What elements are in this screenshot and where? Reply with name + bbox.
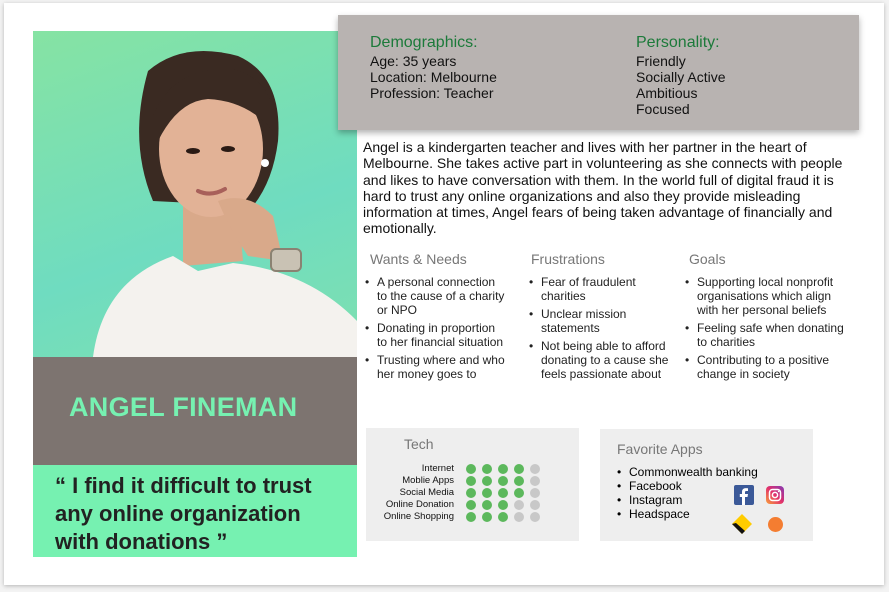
- list-item: Fear of fraudulent charities: [529, 275, 679, 303]
- personality-trait: Socially Active: [636, 69, 726, 85]
- tech-heading: Tech: [404, 436, 434, 452]
- rating-dot-filled: [482, 488, 492, 498]
- rating-dot-filled: [498, 488, 508, 498]
- instagram-icon: [766, 486, 784, 504]
- tech-row-label: Social Media: [399, 487, 454, 498]
- commonwealth-bank-icon: [732, 514, 752, 534]
- rating-dot-filled: [482, 512, 492, 522]
- persona-quote: “ I find it difficult to trust any onlin…: [55, 473, 312, 554]
- list-item: Feeling safe when donating to charities: [685, 321, 850, 349]
- demographics-section: Demographics: Age: 35 years Location: Me…: [370, 34, 497, 102]
- portrait-illustration: [93, 51, 357, 357]
- rating-dot-filled: [498, 476, 508, 486]
- tech-row-label: Moblie Apps: [402, 475, 454, 486]
- demographics-location: Location: Melbourne: [370, 69, 497, 85]
- goals-heading: Goals: [689, 251, 726, 267]
- rating-dot-empty: [514, 512, 524, 522]
- list-item: Not being able to afford donating to a c…: [529, 339, 679, 381]
- rating-dot-empty: [530, 464, 540, 474]
- rating-dot-empty: [530, 488, 540, 498]
- rating-dot-filled: [466, 476, 476, 486]
- wants-needs-heading: Wants & Needs: [370, 251, 467, 267]
- personality-section: Personality: Friendly Socially Active Am…: [636, 34, 726, 118]
- rating-dot-filled: [498, 512, 508, 522]
- rating-dot-filled: [466, 488, 476, 498]
- facebook-icon: [734, 485, 754, 505]
- rating-dot-filled: [466, 500, 476, 510]
- rating-dot-filled: [514, 488, 524, 498]
- wants-needs-section: Wants & Needs A personal connection to t…: [365, 251, 505, 385]
- tech-row-label: Internet: [421, 463, 454, 474]
- tech-row-label: Online Donation: [385, 499, 454, 510]
- goals-section: Goals Supporting local nonprofit organis…: [685, 251, 850, 385]
- rating-dot-empty: [530, 500, 540, 510]
- personality-trait: Focused: [636, 101, 690, 117]
- list-item: Unclear mission statements: [529, 307, 679, 335]
- favorite-apps-heading: Favorite Apps: [617, 441, 703, 457]
- frustrations-heading: Frustrations: [531, 251, 605, 267]
- headspace-icon: [768, 517, 783, 532]
- rating-dot-filled: [466, 464, 476, 474]
- list-item: Donating in proportion to her financial …: [365, 321, 505, 349]
- rating-dot-filled: [482, 464, 492, 474]
- tech-row: Internet: [366, 463, 566, 475]
- tech-panel: Tech Internet Moblie Apps Social Media Onli…: [366, 428, 579, 541]
- rating-dot-filled: [514, 476, 524, 486]
- persona-bio: Angel is a kindergarten teacher and live…: [363, 139, 843, 237]
- persona-name: ANGEL FINEMAN: [69, 392, 298, 422]
- personality-trait: Ambitious: [636, 85, 698, 101]
- demographics-age: Age: 35 years: [370, 53, 457, 69]
- demographics-heading: Demographics:: [370, 34, 478, 51]
- rating-dot-empty: [514, 500, 524, 510]
- rating-dot-filled: [514, 464, 524, 474]
- rating-dot-filled: [498, 464, 508, 474]
- frustrations-section: Frustrations Fear of fraudulent charitie…: [529, 251, 679, 385]
- rating-dot-empty: [530, 476, 540, 486]
- tech-row: Online Shopping: [366, 511, 566, 523]
- personality-trait: Friendly: [636, 53, 686, 69]
- list-item: A personal connection to the cause of a …: [365, 275, 505, 317]
- persona-photo: [33, 31, 357, 357]
- tech-row: Social Media: [366, 487, 566, 499]
- list-item: Contributing to a positive change in soc…: [685, 353, 850, 381]
- tech-row: Moblie Apps: [366, 475, 566, 487]
- rating-dot-filled: [482, 500, 492, 510]
- name-panel: ANGEL FINEMAN: [33, 357, 357, 465]
- personality-heading: Personality:: [636, 34, 720, 51]
- app-list-item: Facebook: [617, 479, 758, 493]
- quote-panel: “ I find it difficult to trust any onlin…: [33, 465, 357, 557]
- list-item: Supporting local nonprofit organisations…: [685, 275, 850, 317]
- tech-row: Online Donation: [366, 499, 566, 511]
- demographics-panel: Demographics: Age: 35 years Location: Me…: [338, 15, 859, 130]
- app-list-item: Commonwealth banking: [617, 465, 758, 479]
- favorite-apps-panel: Favorite Apps Commonwealth banking Faceb…: [600, 429, 813, 541]
- app-list-item: Headspace: [617, 507, 758, 521]
- list-item: Trusting where and who her money goes to: [365, 353, 505, 381]
- rating-dot-empty: [530, 512, 540, 522]
- tech-row-label: Online Shopping: [383, 511, 454, 522]
- rating-dot-filled: [482, 476, 492, 486]
- rating-dot-filled: [498, 500, 508, 510]
- app-list-item: Instagram: [617, 493, 758, 507]
- rating-dot-filled: [466, 512, 476, 522]
- demographics-profession: Profession: Teacher: [370, 85, 494, 101]
